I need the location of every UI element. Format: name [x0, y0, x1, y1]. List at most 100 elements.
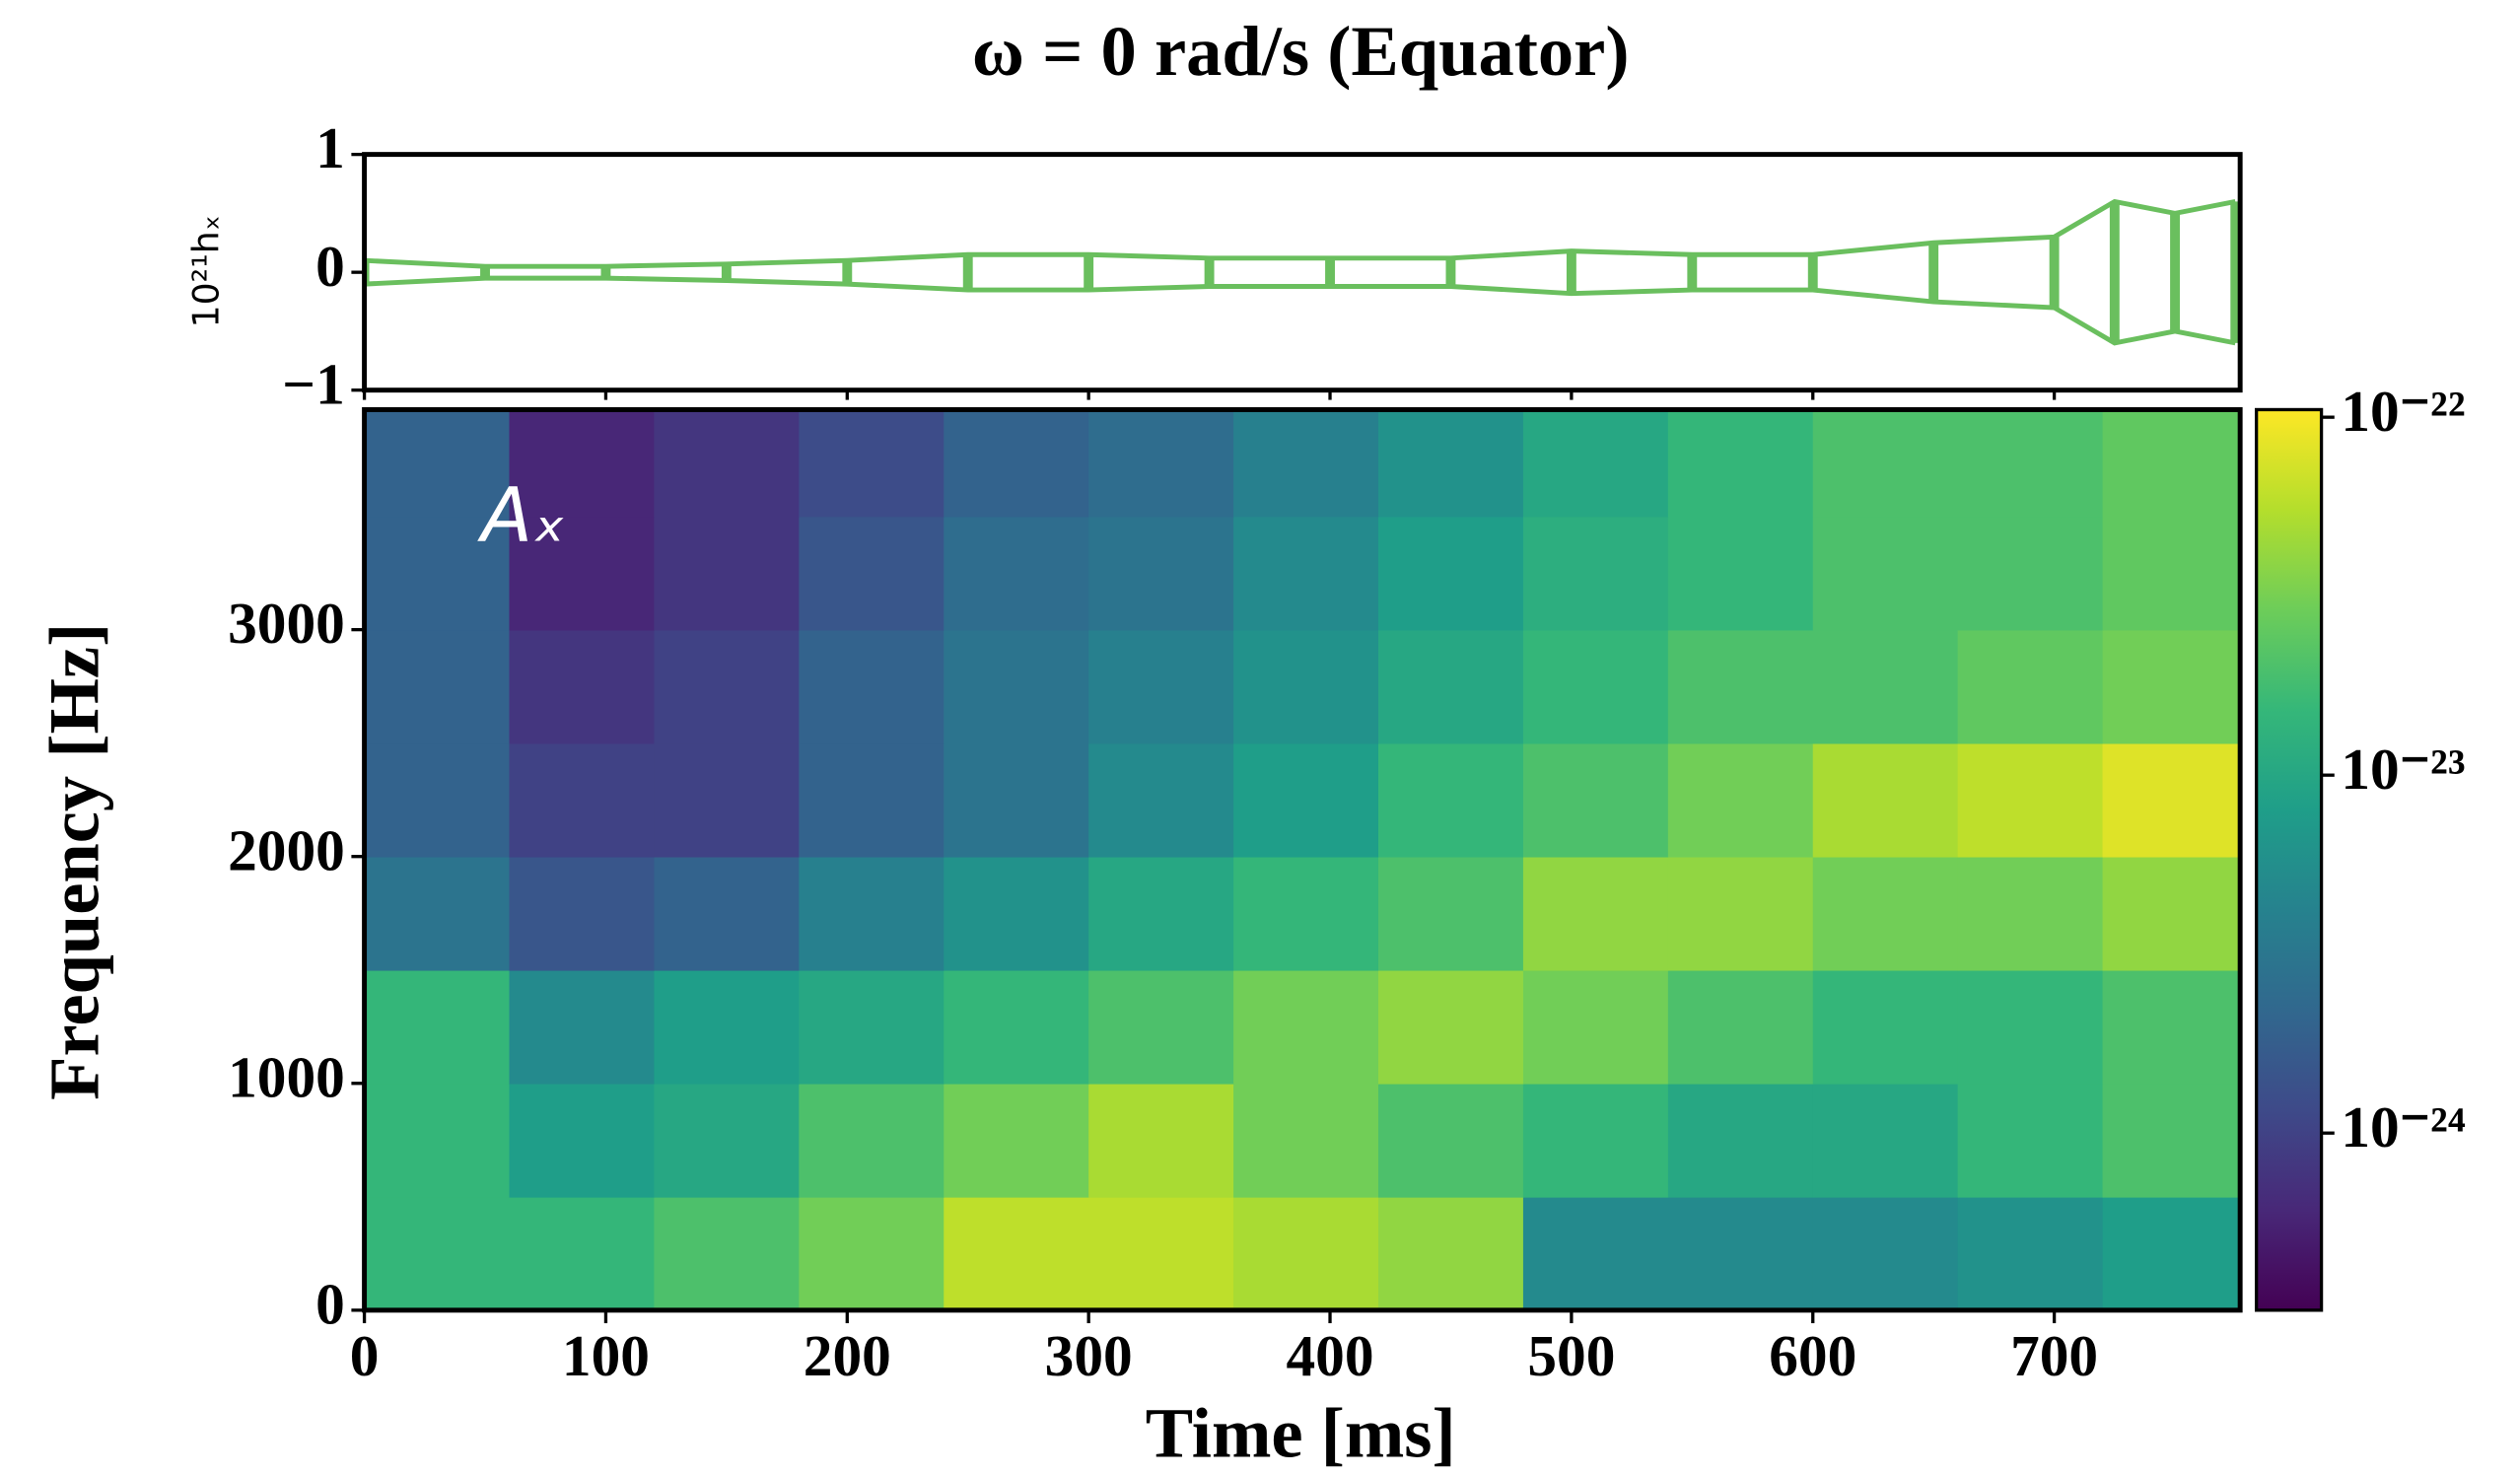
- y-tick-label: −1: [282, 351, 345, 416]
- heatmap-cell: [944, 1196, 1089, 1310]
- chart-title: ω = 0 rad/s (Equator): [972, 11, 1630, 91]
- heatmap-cell: [2102, 742, 2241, 858]
- heatmap-cell: [1667, 742, 1814, 858]
- heatmap-cell: [509, 516, 656, 631]
- heatmap-cell: [364, 742, 511, 858]
- heatmap-cell: [509, 629, 656, 744]
- heatmap-cell: [364, 629, 511, 744]
- heatmap-cell: [364, 1196, 511, 1310]
- heatmap-cell: [1667, 516, 1814, 631]
- heatmap-cell: [509, 409, 656, 518]
- heatmap-cell: [1812, 516, 1959, 631]
- heatmap-cell: [364, 1083, 511, 1198]
- y-axis-label: Frequency [Hz]: [34, 623, 113, 1100]
- heatmap-cell: [799, 856, 945, 971]
- envelope-lower: [364, 275, 2236, 346]
- heatmap-cell: [1088, 742, 1234, 858]
- heatmap-cell: [2102, 856, 2241, 971]
- heatmap-cell: [1522, 516, 1669, 631]
- axes-frame: [362, 406, 2243, 1313]
- heatmap-cell: [1233, 629, 1379, 744]
- heatmap-cell: [1377, 742, 1524, 858]
- x-tick-label: 200: [804, 1323, 891, 1388]
- heatmap-cell: [1957, 969, 2104, 1085]
- y-tick-label: 3000: [228, 591, 345, 656]
- heatmap-cell: [1088, 629, 1234, 744]
- colorbar: [2254, 407, 2324, 1312]
- heatmap-cell: [2102, 1196, 2241, 1310]
- heatmap-cell: [1088, 1083, 1234, 1198]
- heatmap-cell: [509, 856, 656, 971]
- y-tick-label: 0: [315, 234, 345, 299]
- heatmap-cell: [799, 516, 945, 631]
- heatmap-cell: [364, 856, 511, 971]
- x-tick-label: 600: [1769, 1323, 1856, 1388]
- heatmap-cell: [944, 1083, 1089, 1198]
- heatmap-cell: [509, 742, 656, 858]
- heatmap-cell: [1088, 856, 1234, 971]
- heatmap-cell: [2102, 629, 2241, 744]
- heatmap-cell: [364, 969, 511, 1085]
- heatmap-cell: [1088, 516, 1234, 631]
- y-tick-label: 2000: [228, 817, 345, 882]
- heatmap-cell: [1667, 856, 1814, 971]
- heatmap-cell: [1812, 1083, 1959, 1198]
- y-axis-label: 10²¹hₓ: [184, 215, 227, 327]
- colorbar-tick-label: 10⁻²⁴: [2341, 1094, 2465, 1160]
- heatmap-cell: [1233, 1083, 1379, 1198]
- y-tick-label: 0: [315, 1271, 345, 1336]
- heatmap-cell: [1957, 629, 2104, 744]
- y-tick-label: 1: [315, 115, 345, 180]
- x-tick-label: 300: [1045, 1323, 1133, 1388]
- heatmap-cell: [1812, 742, 1959, 858]
- waveform: [364, 198, 2241, 346]
- heatmap-cell: [654, 629, 801, 744]
- heatmap-cell: [1957, 1196, 2104, 1310]
- heatmap-cell: [1377, 1083, 1524, 1198]
- heatmap-cell: [2102, 516, 2241, 631]
- envelope-upper: [364, 198, 2236, 269]
- heatmap-cell: [1812, 409, 1959, 518]
- axes-frame: [362, 152, 2243, 393]
- heatmap-cell: [799, 629, 945, 744]
- x-tick-label: 0: [350, 1323, 380, 1388]
- heatmap-cell: [944, 969, 1089, 1085]
- heatmap-cell: [1667, 629, 1814, 744]
- heatmap-cell: [2102, 1083, 2241, 1198]
- colorbar-tick-label: 10⁻²²: [2341, 379, 2465, 444]
- heatmap-cell: [509, 1196, 656, 1310]
- heatmap-cell: [1522, 409, 1669, 518]
- heatmap-cell: [799, 969, 945, 1085]
- heatmap-cell: [944, 856, 1089, 971]
- heatmap-cell: [654, 1196, 801, 1310]
- heatmap-cell: [1522, 629, 1669, 744]
- heatmap-cell: [1667, 409, 1814, 518]
- heatmap-cell: [1088, 409, 1234, 518]
- x-tick-label: 100: [562, 1323, 650, 1388]
- heatmap-cell: [2102, 969, 2241, 1085]
- heatmap-cell: [1377, 409, 1524, 518]
- heatmap-cell: [1377, 516, 1524, 631]
- heatmap-cell: [1088, 969, 1234, 1085]
- heatmap-cell: [1233, 409, 1379, 518]
- heatmap-cell: [1667, 1196, 1814, 1310]
- heatmap-cell: [944, 409, 1089, 518]
- heatmap-cell: [654, 1083, 801, 1198]
- heatmap-cell: [944, 629, 1089, 744]
- heatmap-cell: [1377, 969, 1524, 1085]
- heatmap-cell: [1812, 969, 1959, 1085]
- heatmap-cell: [654, 969, 801, 1085]
- axes: −1 0 1 Aₓ 0 100 200 300 400 500 600 700 0 1000 2000 300…: [228, 115, 2466, 1388]
- heatmap-cell: [1812, 856, 1959, 971]
- x-axis-label: Time [ms]: [1146, 1392, 1456, 1472]
- heatmap-cell: [1088, 1196, 1234, 1310]
- annotation: Aₓ: [476, 472, 566, 559]
- colorbar-tick-label: 10⁻²³: [2341, 737, 2465, 802]
- heatmap-cell: [799, 1196, 945, 1310]
- heatmap-cell: [1957, 516, 2104, 631]
- heatmap-cell: [799, 742, 945, 858]
- heatmap-cell: [1233, 969, 1379, 1085]
- heatmap-cell: [1522, 969, 1669, 1085]
- heatmap-cell: [1667, 969, 1814, 1085]
